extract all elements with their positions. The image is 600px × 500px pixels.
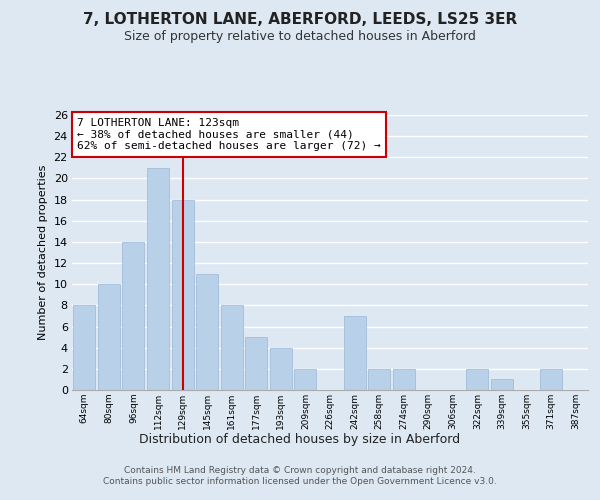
Bar: [221, 306, 243, 390]
Bar: [122, 242, 145, 390]
Y-axis label: Number of detached properties: Number of detached properties: [38, 165, 48, 340]
Bar: [245, 337, 268, 390]
Bar: [491, 380, 513, 390]
Text: 7 LOTHERTON LANE: 123sqm
← 38% of detached houses are smaller (44)
62% of semi-d: 7 LOTHERTON LANE: 123sqm ← 38% of detach…: [77, 118, 381, 151]
Text: 7, LOTHERTON LANE, ABERFORD, LEEDS, LS25 3ER: 7, LOTHERTON LANE, ABERFORD, LEEDS, LS25…: [83, 12, 517, 28]
Bar: [270, 348, 292, 390]
Bar: [392, 369, 415, 390]
Bar: [295, 369, 316, 390]
Bar: [540, 369, 562, 390]
Text: Size of property relative to detached houses in Aberford: Size of property relative to detached ho…: [124, 30, 476, 43]
Bar: [344, 316, 365, 390]
Text: Distribution of detached houses by size in Aberford: Distribution of detached houses by size …: [139, 432, 461, 446]
Bar: [368, 369, 390, 390]
Bar: [196, 274, 218, 390]
Text: Contains HM Land Registry data © Crown copyright and database right 2024.: Contains HM Land Registry data © Crown c…: [124, 466, 476, 475]
Bar: [147, 168, 169, 390]
Bar: [466, 369, 488, 390]
Bar: [98, 284, 120, 390]
Text: Contains public sector information licensed under the Open Government Licence v3: Contains public sector information licen…: [103, 477, 497, 486]
Bar: [172, 200, 194, 390]
Bar: [73, 306, 95, 390]
